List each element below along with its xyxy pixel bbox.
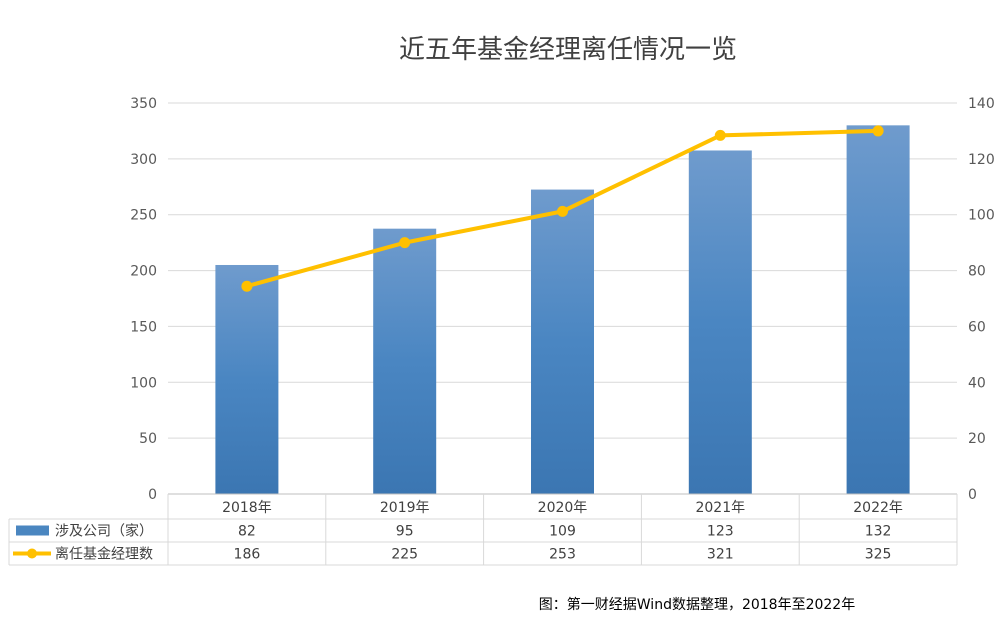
table-value: 132 — [865, 524, 892, 540]
legend-key-marker — [27, 548, 37, 559]
table-value: 109 — [549, 524, 576, 540]
category-label: 2022年 — [853, 500, 903, 516]
left-tick-label: 50 — [139, 431, 157, 447]
legend-key-bar — [16, 525, 49, 536]
legend-label: 离任基金经理数 — [55, 546, 153, 563]
left-tick-label: 250 — [130, 208, 157, 224]
table-value: 325 — [865, 547, 892, 563]
table-value: 123 — [707, 524, 734, 540]
bar — [373, 228, 437, 494]
category-label: 2018年 — [222, 500, 272, 516]
left-tick-label: 300 — [130, 152, 157, 168]
bar-series — [215, 125, 910, 495]
chart-title: 近五年基金经理离任情况一览 — [399, 35, 737, 65]
right-tick-label: 40 — [968, 375, 986, 391]
bar — [215, 264, 279, 494]
legend-label: 涉及公司（家） — [55, 523, 153, 540]
left-tick-label: 0 — [148, 487, 157, 503]
bar — [846, 125, 910, 494]
left-axis: 0 50 100 150 200 250 300 350 — [130, 96, 157, 503]
table-value: 253 — [549, 547, 576, 563]
right-tick-label: 120 — [968, 152, 995, 168]
right-tick-label: 80 — [968, 264, 986, 280]
right-tick-label: 140 — [968, 96, 995, 112]
line-series — [241, 125, 884, 292]
table-value: 82 — [238, 524, 256, 540]
table-value: 186 — [234, 547, 261, 563]
table-value: 95 — [396, 524, 414, 540]
bar — [531, 189, 594, 495]
right-tick-label: 20 — [968, 431, 986, 447]
right-tick-label: 0 — [968, 487, 977, 503]
bar — [688, 150, 752, 494]
source-caption: 图：第一财经据Wind数据整理，2018年至2022年 — [539, 596, 855, 613]
line-point — [241, 280, 253, 292]
table-value: 321 — [707, 547, 734, 563]
line-point — [557, 205, 568, 217]
left-tick-label: 350 — [130, 96, 157, 112]
left-tick-label: 200 — [130, 264, 157, 280]
right-axis: 0 20 40 60 80 100 120 140 — [968, 96, 995, 503]
right-tick-label: 60 — [968, 319, 986, 335]
left-tick-label: 150 — [130, 319, 157, 335]
line-point — [872, 125, 884, 137]
line-point — [399, 237, 411, 249]
category-label: 2020年 — [538, 500, 588, 516]
table-value: 225 — [391, 547, 418, 563]
left-tick-label: 100 — [130, 375, 157, 391]
right-tick-label: 100 — [968, 208, 995, 224]
category-label: 2021年 — [695, 500, 745, 516]
line-point — [714, 129, 726, 141]
category-label: 2019年 — [380, 500, 430, 516]
